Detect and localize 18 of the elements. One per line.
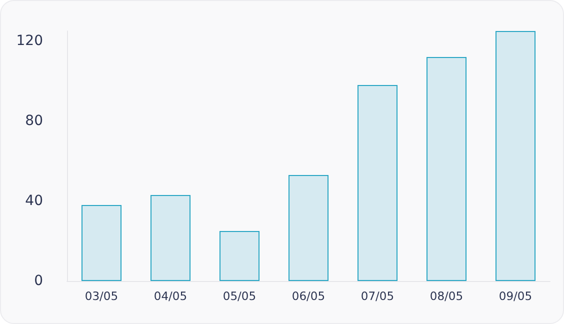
y-tick-label: 80 bbox=[25, 113, 43, 129]
x-tick-label: 05/05 bbox=[222, 289, 256, 303]
x-tick-label: 04/05 bbox=[154, 289, 188, 303]
y-tick-label: 40 bbox=[25, 193, 43, 209]
y-tick-label: 0 bbox=[34, 273, 43, 289]
bar bbox=[495, 31, 536, 281]
x-tick-label: 07/05 bbox=[360, 289, 394, 303]
bar bbox=[426, 57, 467, 281]
bar bbox=[81, 205, 122, 281]
x-tick-label: 03/05 bbox=[84, 289, 118, 303]
bar bbox=[357, 85, 398, 281]
bar bbox=[288, 175, 329, 281]
y-tick-label: 120 bbox=[16, 33, 43, 49]
x-tick-label: 06/05 bbox=[292, 289, 326, 303]
bar bbox=[219, 231, 260, 281]
x-tick-label: 09/05 bbox=[498, 289, 532, 303]
bar bbox=[150, 195, 191, 281]
x-tick-label: 08/05 bbox=[430, 289, 464, 303]
